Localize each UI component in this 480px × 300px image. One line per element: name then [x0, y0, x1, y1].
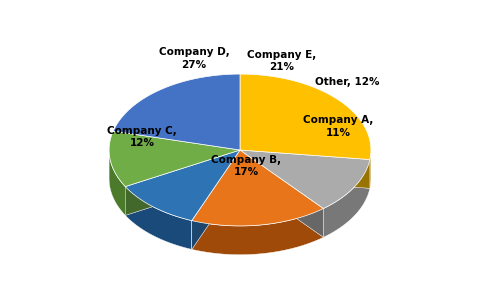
Polygon shape: [192, 208, 324, 255]
Polygon shape: [125, 150, 240, 215]
Polygon shape: [109, 131, 240, 187]
Polygon shape: [125, 187, 192, 249]
Polygon shape: [125, 150, 240, 215]
Polygon shape: [240, 150, 324, 237]
Polygon shape: [113, 74, 240, 150]
Polygon shape: [240, 74, 371, 160]
Polygon shape: [324, 160, 370, 237]
Text: Company E,
21%: Company E, 21%: [247, 50, 316, 72]
Polygon shape: [109, 150, 125, 215]
Polygon shape: [192, 150, 240, 249]
Polygon shape: [240, 150, 370, 208]
Polygon shape: [370, 150, 371, 188]
Polygon shape: [192, 150, 324, 226]
Polygon shape: [192, 150, 240, 249]
Polygon shape: [240, 150, 324, 237]
Text: Company B,
17%: Company B, 17%: [212, 154, 282, 177]
Polygon shape: [125, 150, 240, 220]
Text: Other, 12%: Other, 12%: [315, 77, 380, 87]
Text: Company A,
11%: Company A, 11%: [303, 115, 373, 138]
Polygon shape: [240, 150, 370, 188]
Text: Company D,
27%: Company D, 27%: [159, 47, 229, 70]
Text: Company C,
12%: Company C, 12%: [107, 126, 177, 148]
Polygon shape: [240, 150, 370, 188]
